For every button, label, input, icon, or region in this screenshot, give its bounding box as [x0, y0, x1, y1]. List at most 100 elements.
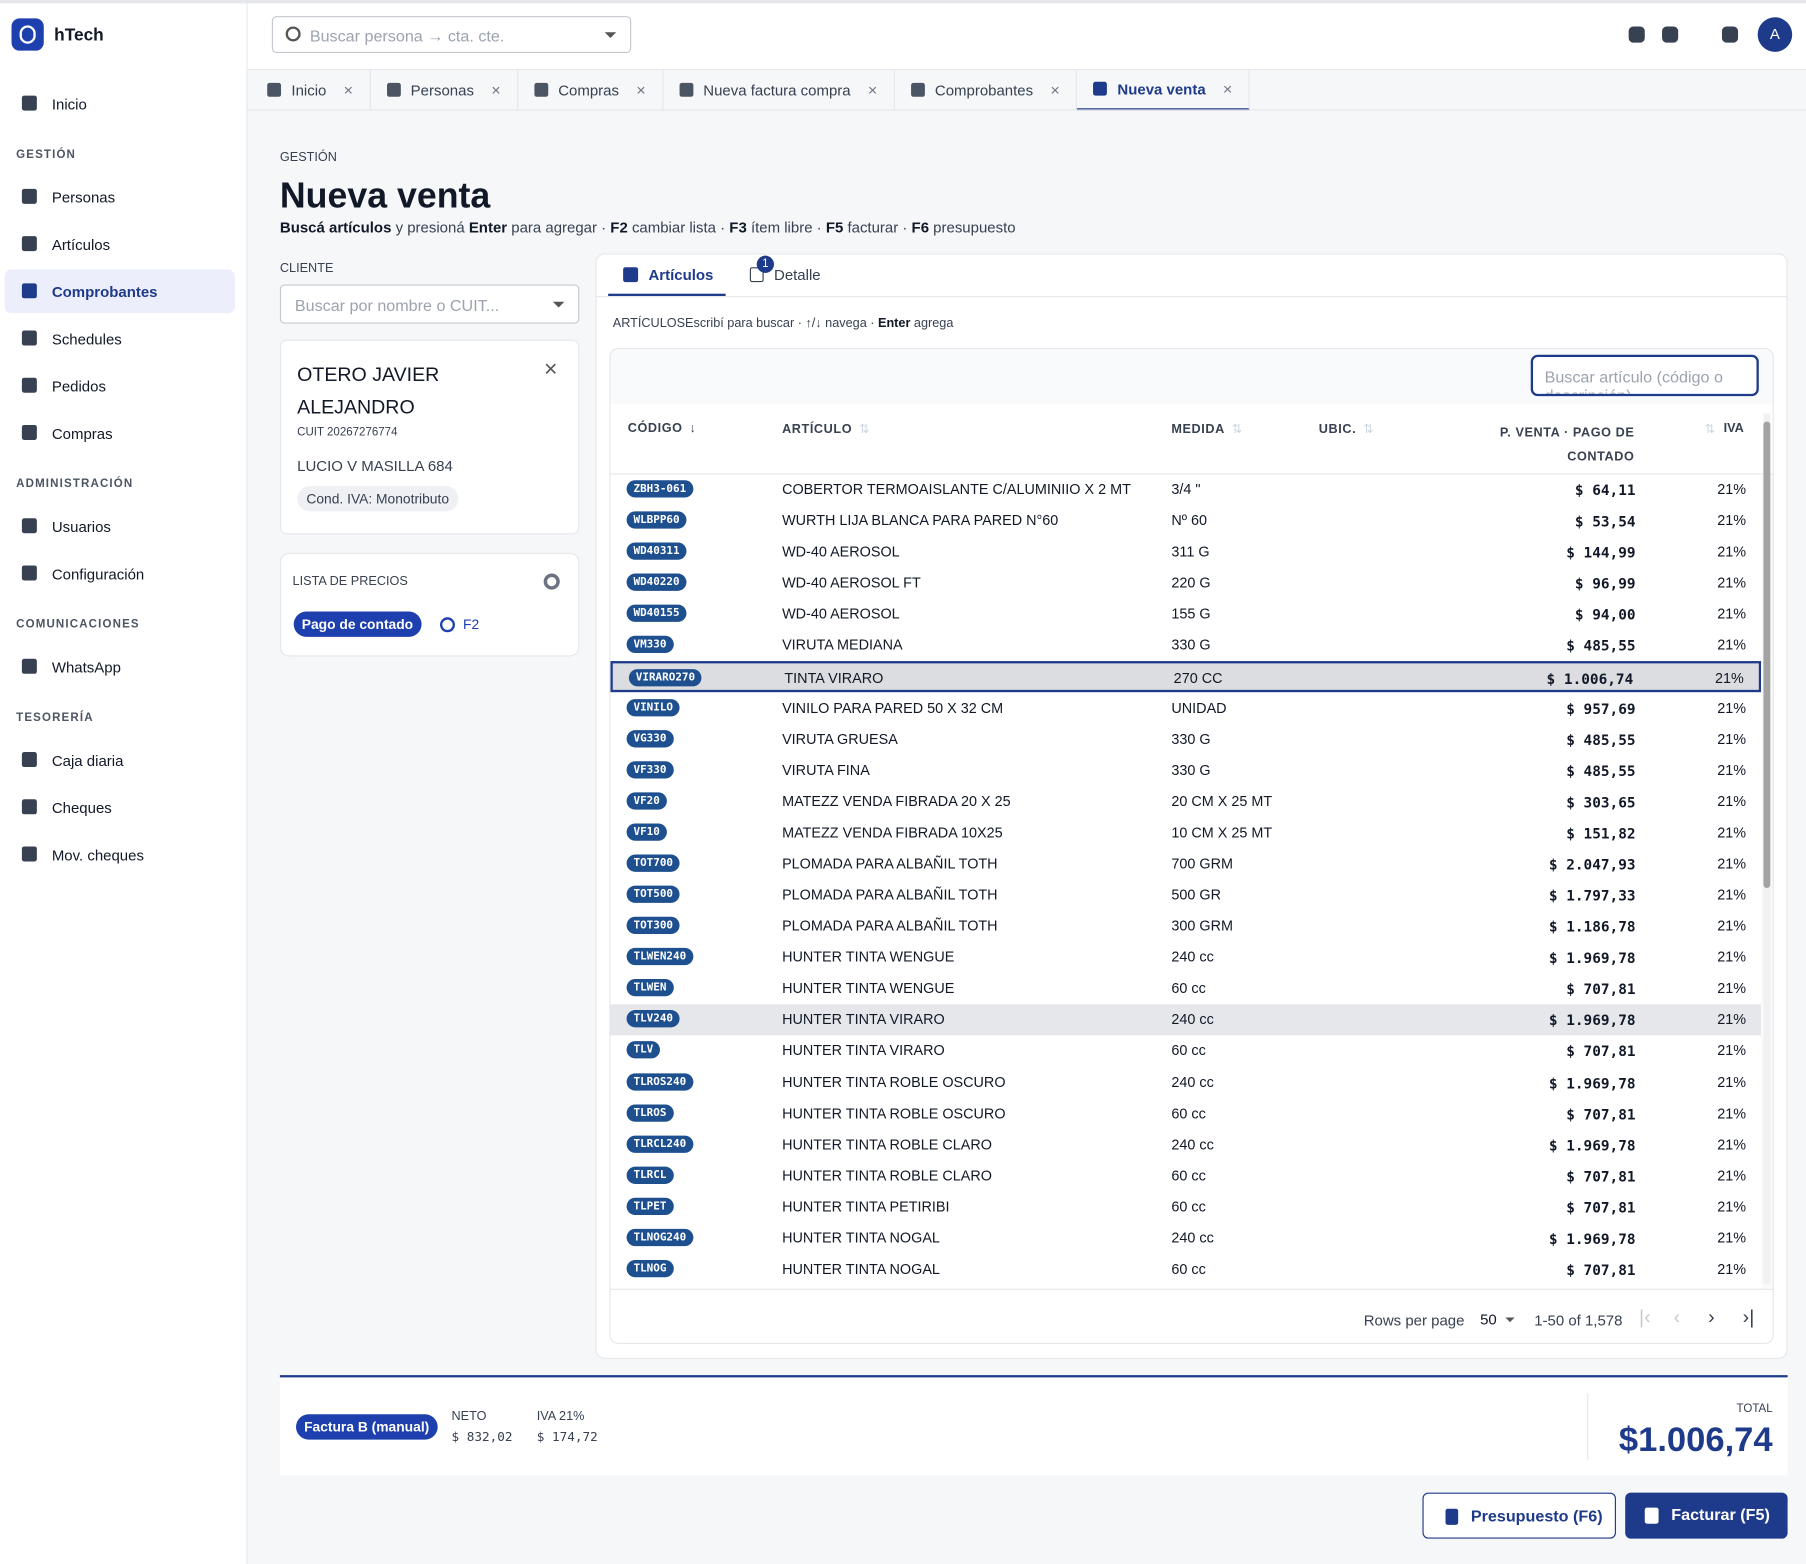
article-name: WD-40 AEROSOL	[782, 543, 900, 560]
nav-item[interactable]: Inicio	[5, 82, 235, 126]
table-row[interactable]: TLPET HUNTER TINTA PETIRIBI 60 cc $ 707,81 2…	[610, 1192, 1761, 1223]
nav-item[interactable]: Schedules	[5, 317, 235, 361]
tab-close[interactable]: ×	[491, 80, 501, 100]
table-row[interactable]: TLV240 HUNTER TINTA VIRARO 240 cc $ 1.969,7…	[610, 1004, 1762, 1036]
table-row[interactable]: WD40311 WD-40 AEROSOL 311 G $ 144,99 21%	[610, 537, 1761, 568]
tab[interactable]: Compras ×	[518, 69, 663, 111]
client-search[interactable]: Buscar por nombre o CUIT...	[279, 284, 580, 324]
table-row[interactable]: VF330 VIRUTA FINA 330 G $ 485,55 21%	[610, 755, 1761, 786]
table-row[interactable]: TLRCL240 HUNTER TINTA ROBLE CLARO 240 cc $ …	[610, 1129, 1761, 1160]
tab[interactable]: Nueva factura compra ×	[663, 69, 895, 111]
article-search[interactable]: Buscar artículo (código o descripción)	[1530, 354, 1759, 397]
tab-close[interactable]: ×	[1222, 79, 1233, 98]
nav-item[interactable]: WhatsApp	[5, 645, 235, 689]
code-chip: VF20	[626, 792, 667, 810]
table-row[interactable]: TLNOG HUNTER TINTA NOGAL 60 cc $ 707,81 21%	[610, 1254, 1761, 1285]
column-header[interactable]: ARTÍCULO ⇅	[782, 422, 871, 437]
code-chip: TLROS	[626, 1104, 674, 1122]
nav-item[interactable]: Artículos	[5, 222, 235, 266]
table-row[interactable]: VF20 MATEZZ VENDA FIBRADA 20 X 25 20 CM X …	[610, 786, 1761, 817]
column-header[interactable]: CÓDIGO ↓	[627, 421, 697, 436]
table-row[interactable]: TOT500 PLOMADA PARA ALBAÑIL TOTH 500 GR $ 1…	[610, 880, 1761, 911]
article-iva: 21%	[1717, 949, 1747, 966]
code-chip: TOT300	[626, 916, 680, 935]
table-row[interactable]: TLV HUNTER TINTA VIRARO 60 cc $ 707,81 21%	[610, 1036, 1761, 1067]
table-row[interactable]: VM330 VIRUTA MEDIANA 330 G $ 485,55 21%	[610, 630, 1761, 661]
table-row[interactable]: WD40155 WD-40 AEROSOL 155 G $ 94,00 21%	[610, 599, 1761, 630]
table-row[interactable]: TLWEN240 HUNTER TINTA WENGUE 240 cc $ 1.969…	[610, 942, 1761, 973]
sort-icon: ↓	[689, 421, 697, 436]
tab[interactable]: Comprobantes ×	[895, 69, 1078, 111]
nav-label: Compras	[51, 424, 113, 443]
panel-tab[interactable]: 1 Detalle	[746, 255, 838, 296]
table-row[interactable]: TLWEN HUNTER TINTA WENGUE 60 cc $ 707,81 21%	[610, 973, 1761, 1004]
tab-label: Comprobantes	[934, 81, 1034, 99]
table-row[interactable]: TLRCL HUNTER TINTA ROBLE CLARO 60 cc $ 707,…	[610, 1161, 1761, 1192]
article-iva: 21%	[1717, 1198, 1747, 1215]
table-row[interactable]: VINILO VINILO PARA PARED 50 X 32 CM UNIDAD…	[610, 693, 1761, 724]
page-button[interactable]: ›	[1708, 1306, 1715, 1328]
column-header[interactable]: IVA	[1723, 421, 1744, 436]
settings-icon[interactable]	[543, 573, 560, 590]
table-row[interactable]: VIRARO270 TINTA VIRARO 270 CC $ 1.006,74 21%	[610, 661, 1762, 693]
nav-label: WhatsApp	[51, 658, 121, 677]
table-row[interactable]: WD40220 WD-40 AEROSOL FT 220 G $ 96,99 21%	[610, 568, 1761, 599]
price-list-key[interactable]: F2	[463, 616, 480, 633]
tab-label: Nueva venta	[1117, 80, 1206, 98]
quote-button[interactable]: Presupuesto (F6)	[1422, 1492, 1616, 1539]
nav-item[interactable]: Mov. cheques	[5, 833, 235, 877]
nav-item[interactable]: Comprobantes	[4, 269, 235, 314]
page-button[interactable]: |‹	[1639, 1306, 1651, 1328]
table-row[interactable]: TLROS HUNTER TINTA ROBLE OSCURO 60 cc $ 707…	[610, 1098, 1761, 1129]
table-row[interactable]: TOT700 PLOMADA PARA ALBAÑIL TOTH 700 GRM $ …	[610, 849, 1761, 880]
nav-item[interactable]: Configuración	[5, 552, 235, 596]
article-price: $ 485,55	[1566, 730, 1636, 749]
icon	[21, 846, 37, 862]
code-chip: WD40311	[626, 542, 687, 560]
rows-per-page[interactable]: 50	[1480, 1310, 1497, 1328]
tab[interactable]: Nueva venta ×	[1077, 69, 1250, 111]
tab[interactable]: Inicio ×	[251, 69, 371, 111]
table-row[interactable]: TLROS240 HUNTER TINTA ROBLE OSCURO 240 cc $…	[610, 1067, 1761, 1098]
pagination: Rows per page 50 1-50 of 1,578 |‹ ‹ › ›|	[610, 1288, 1773, 1343]
page-button[interactable]: ›|	[1742, 1306, 1755, 1328]
nav-item[interactable]: Compras	[5, 411, 235, 455]
code-chip: VF10	[626, 823, 667, 841]
column-header[interactable]: P. VENTA · PAGO DE CONTADO	[1499, 426, 1635, 465]
nav-item[interactable]: Usuarios	[5, 504, 235, 548]
invoice-button[interactable]: Facturar (F5)	[1625, 1492, 1788, 1539]
nav-item[interactable]: Pedidos	[5, 364, 235, 408]
icon	[21, 518, 37, 534]
code-chip: WD40220	[626, 573, 687, 592]
table-row[interactable]: TOT300 PLOMADA PARA ALBAÑIL TOTH 300 GRM $ …	[610, 911, 1761, 942]
footer-rule	[279, 1375, 1788, 1378]
table-row[interactable]: VG330 VIRUTA GRUESA 330 G $ 485,55 21%	[610, 724, 1761, 755]
nav-item[interactable]: Caja diaria	[5, 738, 235, 782]
tab-close[interactable]: ×	[1050, 80, 1060, 100]
article-measure: 240 cc	[1171, 1229, 1214, 1247]
tab-close[interactable]: ×	[636, 80, 646, 100]
nav-item[interactable]: Cheques	[5, 785, 235, 829]
article-iva: 21%	[1717, 512, 1747, 529]
price-list-chip[interactable]: Pago de contado	[293, 611, 422, 637]
column-header[interactable]: MEDIDA ⇅	[1171, 422, 1243, 437]
table-row[interactable]: ZBH3-061 COBERTOR TERMOAISLANTE C/ALUMINI…	[610, 475, 1761, 506]
tab-close[interactable]: ×	[343, 80, 354, 100]
panel-tab[interactable]: Artículos	[608, 255, 726, 296]
tab-close[interactable]: ×	[867, 80, 878, 100]
table-row[interactable]: WLBPP60 WURTH LIJA BLANCA PARA PARED N°60…	[610, 506, 1761, 537]
tab-label: Personas	[410, 81, 474, 99]
tab[interactable]: Personas ×	[370, 69, 518, 111]
global-search[interactable]: Buscar persona → cta. cte.	[271, 16, 632, 53]
page-hint: Buscá artículos y presioná Enter para ag…	[280, 219, 1016, 236]
client-remove[interactable]: ×	[544, 357, 558, 383]
article-measure: 60 cc	[1171, 980, 1206, 997]
page-button[interactable]: ‹	[1673, 1306, 1681, 1328]
table-row[interactable]: TLNOG240 HUNTER TINTA NOGAL 240 cc $ 1.969,…	[610, 1223, 1761, 1254]
icon	[21, 377, 37, 393]
table-row[interactable]: VF10 MATEZZ VENDA FIBRADA 10X25 10 CM X 25…	[610, 818, 1761, 849]
avatar[interactable]: A	[1757, 17, 1793, 52]
article-price: $ 1.969,78	[1548, 1136, 1636, 1154]
nav-item[interactable]: Personas	[5, 175, 235, 219]
column-header[interactable]: UBIC. ⇅	[1318, 422, 1375, 437]
